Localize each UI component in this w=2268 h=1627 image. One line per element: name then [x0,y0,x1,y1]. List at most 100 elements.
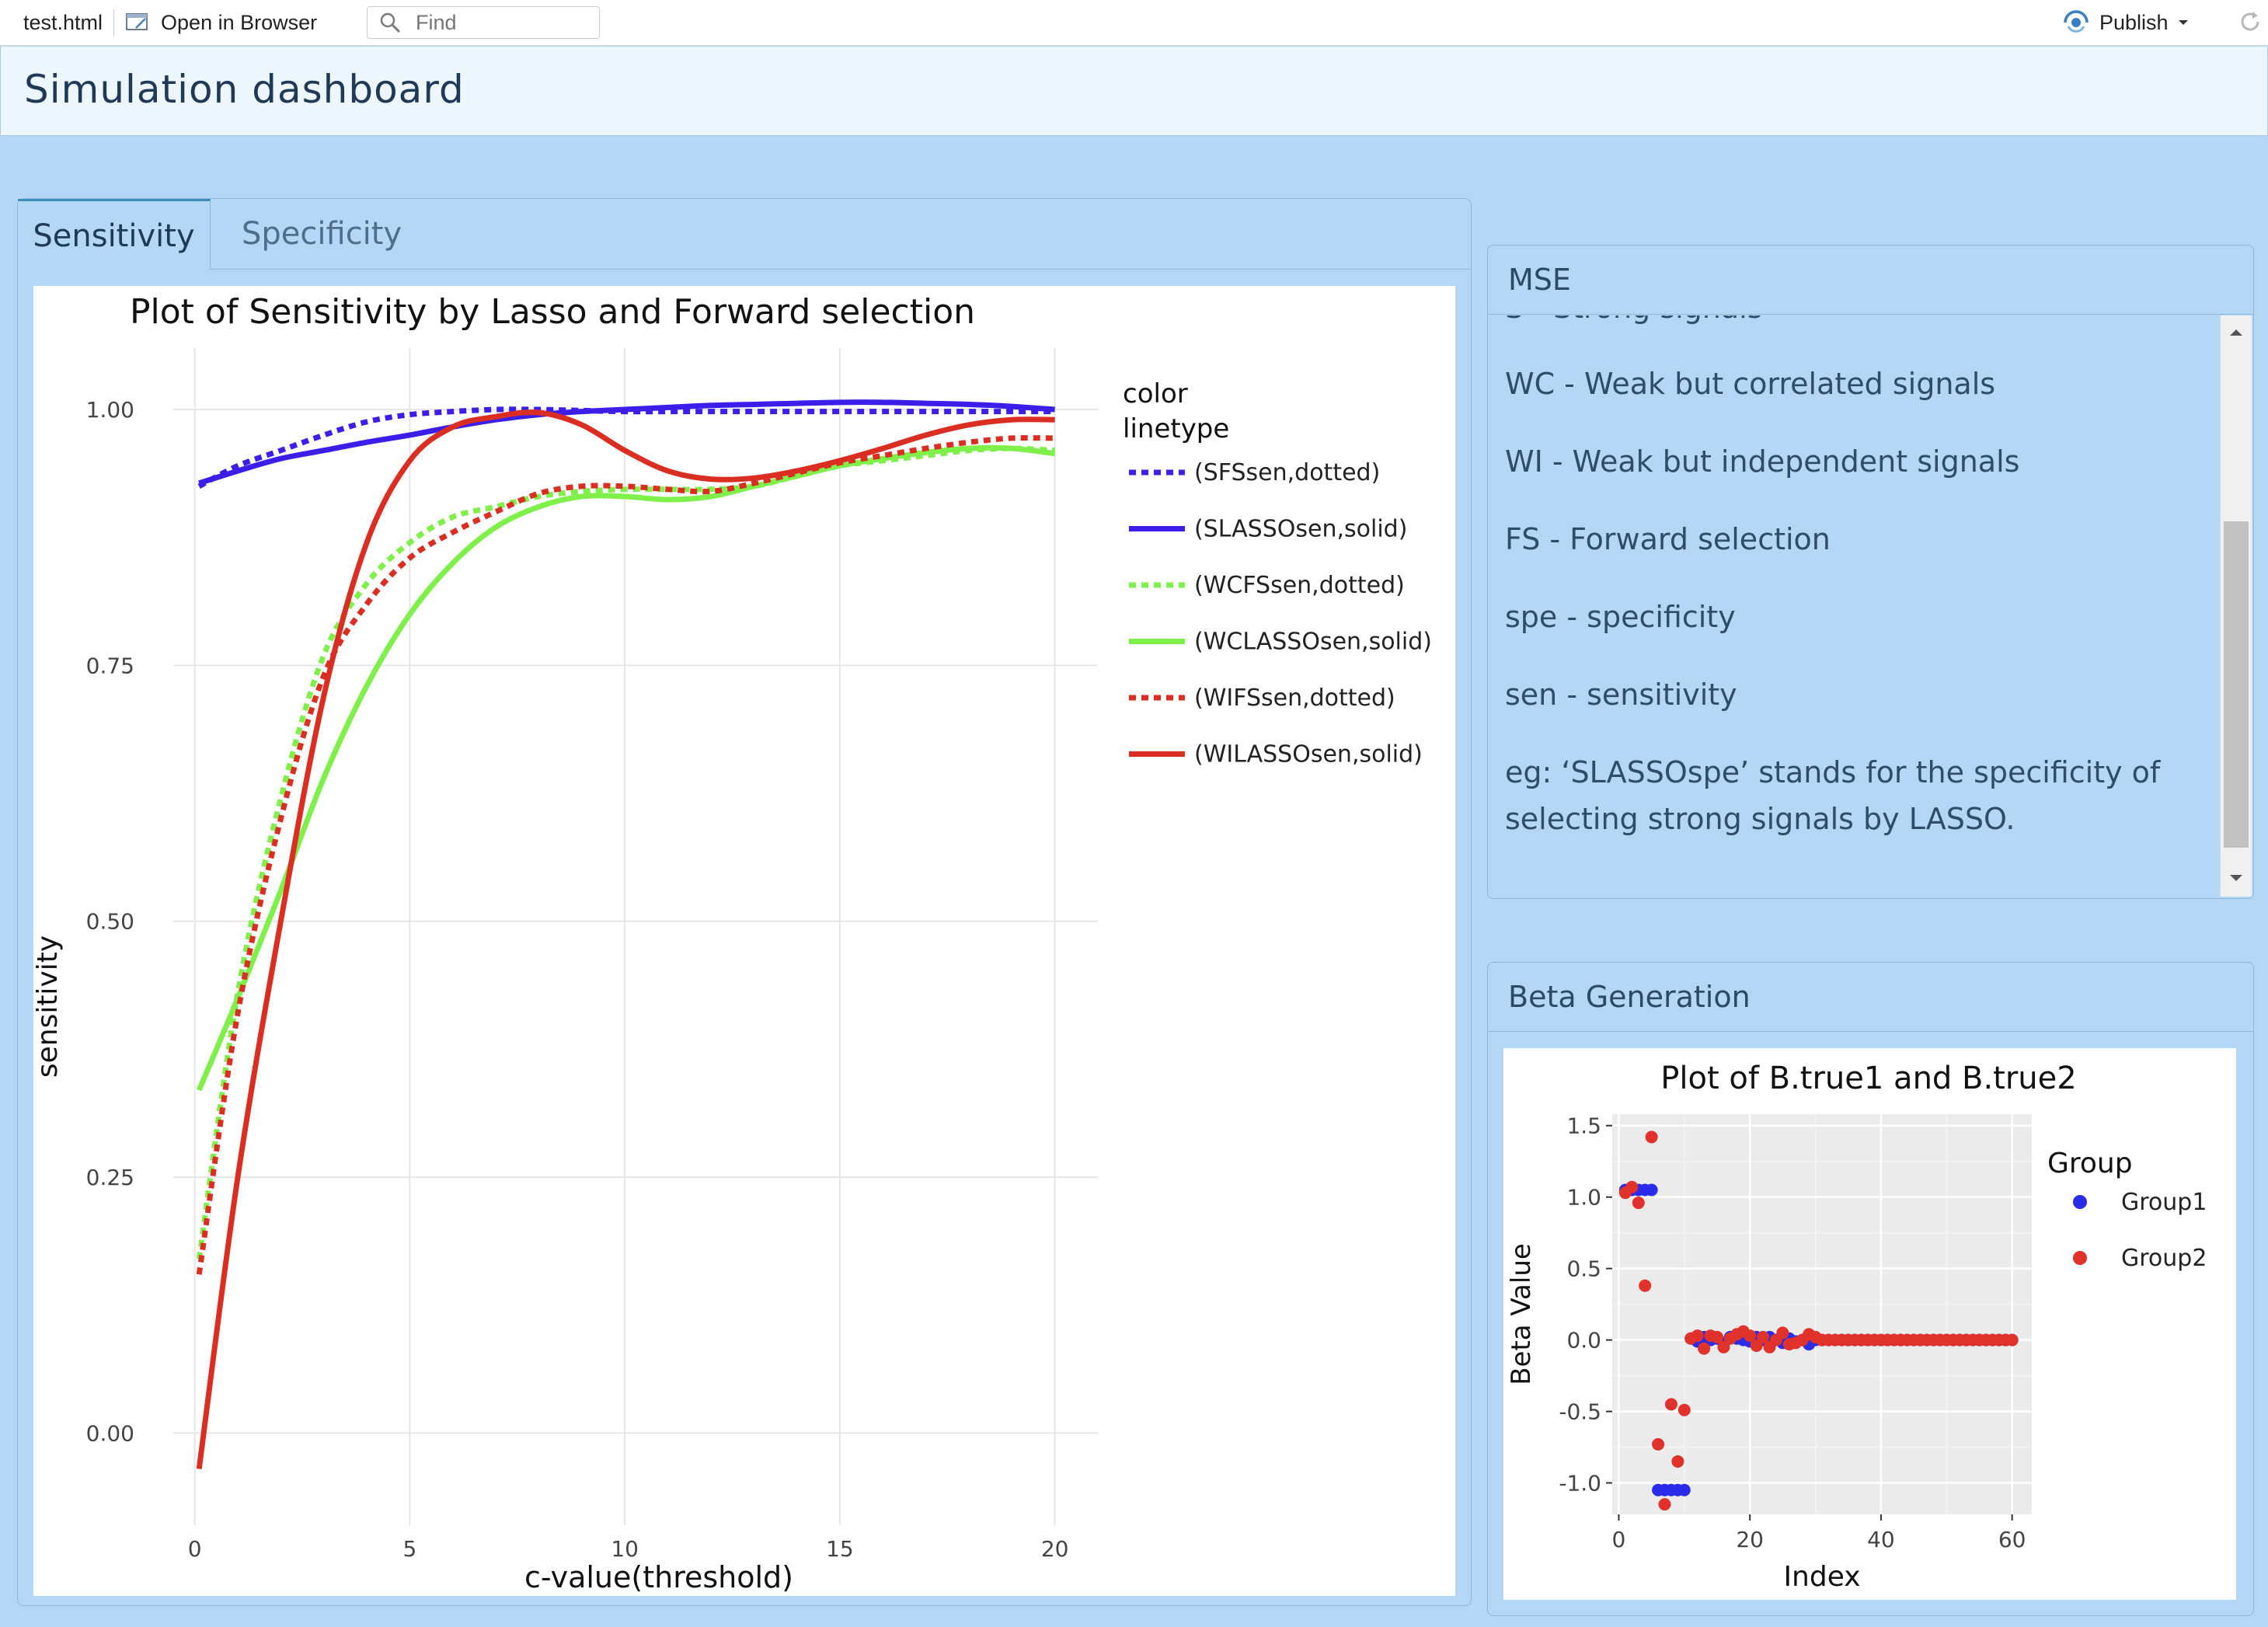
scroll-thumb[interactable] [2224,521,2249,848]
sensitivity-chart: Plot of Sensitivity by Lasso and Forward… [32,292,1432,1594]
legend-label: (SLASSOsen,solid) [1194,516,1407,543]
legend-label: (WCFSsen,dotted) [1194,572,1405,599]
publish-label: Publish [2099,10,2169,34]
y-axis-label: sensitivity [33,935,64,1078]
legend-note-wi: WI - Weak but independent signals [1505,444,2020,479]
data-point [1645,1183,1658,1197]
data-point [1639,1279,1652,1292]
refresh-icon[interactable] [2238,9,2263,34]
data-point [1677,1403,1691,1416]
beta-plot: Plot of B.true1 and B.true2 -1.0 -0.5 0.0 0.… [1503,1048,2236,1600]
legend-note-sen: sen - sensitivity [1505,678,1737,712]
x-tick-label: 60 [1998,1527,2026,1552]
data-point [1757,1330,1770,1343]
legend-label: (WIFSsen,dotted) [1194,685,1395,712]
x-tick-label: 15 [826,1536,854,1562]
app-header: Simulation dashboard [0,47,2268,136]
publish-icon [2064,10,2089,33]
y-tick-label: -1.0 [1559,1471,1601,1496]
open-in-browser-button[interactable]: Open in Browser [125,11,317,35]
legend-title: color [1123,378,1188,409]
viewer-toolbar: test.html Open in Browser [0,0,2268,46]
y-tick-label: 0.5 [1566,1256,1601,1282]
y-tick-label: 0.75 [86,653,134,678]
legend-label: Group1 [2121,1189,2207,1216]
y-tick-label: 1.5 [1566,1113,1601,1139]
data-point [1744,1329,1757,1343]
page-title: Simulation dashboard [24,67,465,112]
mse-text-panel[interactable]: S - Strong signals WC - Weak but correla… [1488,315,2218,897]
publish-button[interactable]: Publish [2061,6,2190,39]
chart-title: Plot of Sensitivity by Lasso and Forward… [130,292,975,332]
toolbar-divider [113,9,115,36]
data-point [1645,1131,1658,1144]
series-line [196,435,1055,1275]
tab-sensitivity[interactable]: Sensitivity [18,199,211,270]
sensitivity-tab-box: Sensitivity Specificity Plot of Sensitiv… [17,198,1472,1606]
data-point [1711,1330,1723,1343]
legend-swatch [2073,1251,2087,1265]
example-note-line2: selecting strong signals by LASSO. [1505,802,2015,836]
legend-label: (WCLASSOsen,solid) [1194,629,1432,656]
x-tick-label: 5 [403,1536,417,1562]
browser-icon [126,13,148,30]
y-tick-label: 0.50 [86,909,134,935]
y-tick-label: 0.0 [1566,1328,1601,1354]
data-point [1750,1339,1763,1352]
data-point [1698,1342,1711,1355]
y-tick-label: -0.5 [1559,1399,1601,1425]
x-tick-label: 20 [1736,1527,1764,1552]
legend-title: Group [2047,1148,2133,1179]
legend-note-spe: spe - specificity [1505,600,1736,634]
data-point [1625,1180,1639,1193]
y-tick-label: 1.0 [1566,1185,1601,1211]
search-icon [380,12,401,33]
data-point [1658,1498,1671,1511]
find-input[interactable] [414,9,580,36]
tab-bar: Sensitivity Specificity [18,199,1471,270]
y-tick-label: 1.00 [86,397,134,423]
beta-generation-box: Beta Generation Plot of B.true1 and B.tr… [1487,962,2254,1616]
tab-specificity[interactable]: Specificity [242,216,402,252]
data-point [1671,1455,1684,1468]
data-point [1691,1329,1704,1343]
x-tick-label: 20 [1041,1536,1069,1562]
mse-box-title: MSE [1508,263,1571,297]
y-tick-label: 0.25 [86,1165,134,1190]
x-tick-label: 0 [1612,1527,1626,1552]
x-tick-label: 40 [1867,1527,1895,1552]
plot-panel [1612,1114,2032,1514]
beta-box-title: Beta Generation [1508,980,1751,1014]
scroll-down-icon[interactable] [2227,869,2245,887]
series-line [196,409,1055,1470]
data-point [1776,1326,1789,1340]
legend-label: Group2 [2121,1245,2207,1272]
x-tick-label: 10 [611,1536,639,1562]
example-note-line1: eg: ‘SLASSOspe’ stands for the specifici… [1505,755,2161,789]
x-axis-label: Index [1783,1561,1860,1593]
chevron-down-icon[interactable] [2176,16,2190,30]
legend-note-wc: WC - Weak but correlated signals [1505,367,1996,401]
series-line [196,444,1056,1092]
find-box[interactable] [367,6,600,39]
mse-scrollbar[interactable] [2220,315,2252,897]
x-axis-label: c-value(threshold) [524,1560,793,1594]
data-point [2005,1333,2019,1347]
legend-title: linetype [1123,413,1229,444]
beta-box-header: Beta Generation [1488,963,2253,1032]
sensitivity-plot: Plot of Sensitivity by Lasso and Forward… [32,286,1455,1596]
chart-title: Plot of B.true1 and B.true2 [1660,1061,2076,1096]
open-in-browser-label: Open in Browser [161,10,318,34]
x-tick-label: 0 [188,1536,202,1562]
legend-note-fs: FS - Forward selection [1505,522,1831,556]
legend-label: (SFSsen,dotted) [1194,459,1380,486]
scroll-up-icon[interactable] [2227,323,2245,342]
data-point [1664,1398,1677,1411]
beta-chart: Plot of B.true1 and B.true2 -1.0 -0.5 0.0 0.… [1506,1061,2207,1593]
data-point [1632,1197,1645,1210]
legend-swatch [2073,1195,2087,1209]
y-axis-label: Beta Value [1506,1243,1537,1385]
mse-box: MSE S - Strong signals WC - Weak but cor… [1487,245,2254,899]
data-point [1717,1340,1730,1354]
data-point [1652,1437,1665,1451]
